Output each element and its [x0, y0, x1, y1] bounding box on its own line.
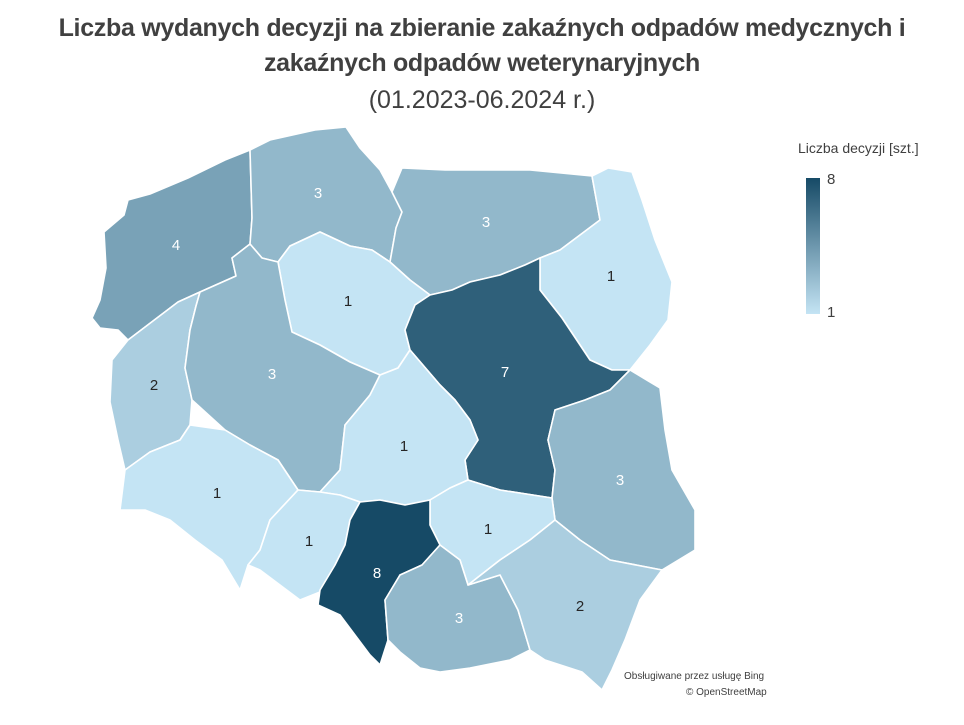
region-value-label-lubuskie: 2	[150, 377, 158, 394]
map-attribution-bing: Obsługiwane przez usługę Bing	[624, 671, 765, 682]
region-value-label-lodzkie: 1	[400, 438, 408, 455]
map-attribution-osm[interactable]: © OpenStreetMap	[686, 687, 767, 698]
map-subtitle-period: (01.2023-06.2024 r.)	[368, 86, 596, 114]
region-value-label-warminsko-mazurskie: 3	[482, 214, 490, 231]
region-value-label-pomorskie: 3	[314, 185, 322, 202]
map-title-line2: zakaźnych odpadów weterynaryjnych	[263, 49, 701, 77]
region-podkarpackie[interactable]	[467, 519, 663, 691]
region-value-label-slaskie: 8	[373, 565, 381, 582]
region-value-label-wielkopolskie: 3	[268, 366, 276, 383]
region-value-label-mazowieckie: 7	[501, 364, 509, 381]
map-title-line1: Liczba wydanych decyzji na zbieranie zak…	[58, 14, 906, 42]
region-value-label-malopolskie: 3	[455, 610, 463, 627]
region-value-label-podkarpackie: 2	[576, 598, 584, 615]
region-slaskie[interactable]	[317, 499, 441, 666]
region-value-label-lubelskie: 3	[616, 472, 624, 489]
region-value-label-podlaskie: 1	[607, 268, 615, 285]
region-value-label-swietokrzyskie: 1	[484, 521, 492, 538]
region-value-label-opolskie: 1	[305, 533, 313, 550]
region-value-label-zachodniopomorskie: 4	[172, 237, 180, 254]
region-value-label-dolnoslaskie: 1	[213, 485, 221, 502]
legend-min-value: 1	[827, 304, 836, 321]
legend-color-scale	[806, 178, 820, 314]
legend-max-value: 8	[827, 171, 836, 188]
legend-title: Liczba decyzji [szt.]	[798, 140, 919, 156]
region-value-label-kujawsko-pomorskie: 1	[344, 293, 352, 310]
